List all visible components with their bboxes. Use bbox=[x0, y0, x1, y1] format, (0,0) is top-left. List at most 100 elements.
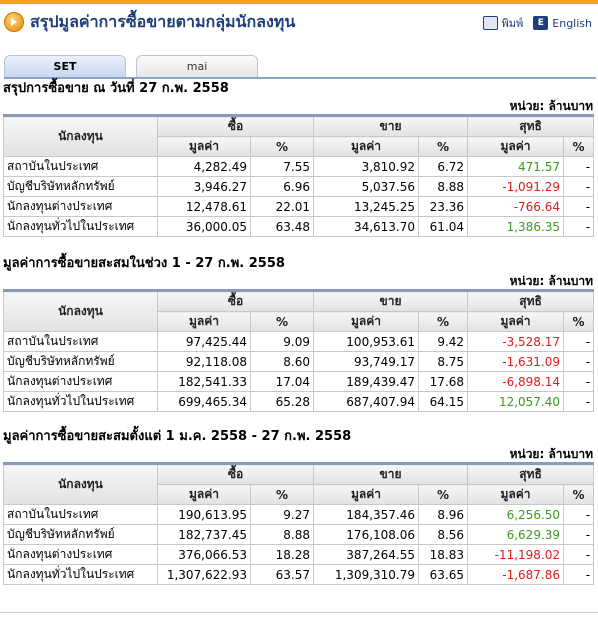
data-row: นักลงทุนทั่วไปในประเทศ 36,000.05 63.48 34,6… bbox=[3, 216, 595, 237]
subheader-row: มูลค่า% มูลค่า% มูลค่า% bbox=[4, 311, 595, 332]
buy-header: ซื้อ bbox=[156, 290, 315, 312]
investor-name: นักลงทุนทั่วไปในประเทศ bbox=[3, 391, 158, 412]
buy-value: 97,425.44 bbox=[157, 331, 251, 352]
sell-percent: 8.88 bbox=[418, 176, 469, 197]
buy-value: 376,066.53 bbox=[157, 544, 251, 565]
percent-header: % bbox=[563, 484, 595, 505]
net-percent: - bbox=[563, 524, 595, 545]
sell-header: ขาย bbox=[313, 115, 469, 137]
sell-value: 100,953.61 bbox=[313, 331, 420, 352]
data-row: นักลงทุนทั่วไปในประเทศ 699,465.34 65.28 687… bbox=[3, 391, 595, 412]
net-percent: - bbox=[563, 391, 595, 412]
investor-name: สถาบันในประเทศ bbox=[3, 331, 158, 352]
investor-name: นักลงทุนต่างประเทศ bbox=[3, 196, 158, 217]
value-header: มูลค่า bbox=[157, 311, 251, 332]
section-title: สรุปการซื้อขาย ณ วันที่ 27 ก.พ. 2558 bbox=[3, 81, 229, 96]
value-header: มูลค่า bbox=[467, 484, 565, 505]
investor-name: บัญชีบริษัทหลักทรัพย์ bbox=[3, 176, 158, 197]
net-header: สุทธิ bbox=[467, 290, 595, 312]
sell-value: 3,810.92 bbox=[313, 156, 420, 177]
header-row: นักลงทุน ซื้อ ขาย สุทธิ bbox=[3, 463, 595, 505]
percent-header: % bbox=[418, 484, 469, 505]
section-title: มูลค่าการซื้อขายสะสมในช่วง 1 - 27 ก.พ. 2… bbox=[3, 256, 285, 271]
percent-header: % bbox=[418, 311, 469, 332]
toolbar: พิมพ์ E English bbox=[473, 14, 592, 32]
data-row: สถาบันในประเทศ 190,613.95 9.27 184,357.46 8.… bbox=[3, 504, 595, 525]
percent-header: % bbox=[249, 136, 315, 157]
english-icon[interactable]: E bbox=[533, 16, 549, 30]
sell-value: 5,037.56 bbox=[313, 176, 420, 197]
bottom-line bbox=[0, 612, 598, 613]
buy-percent: 63.57 bbox=[249, 564, 315, 585]
net-value: -1,091.29 bbox=[467, 176, 565, 197]
table-body: สถาบันในประเทศ 4,282.49 7.55 3,810.92 6.72 47… bbox=[3, 156, 595, 237]
value-header: มูลค่า bbox=[313, 311, 420, 332]
investor-name: นักลงทุนต่างประเทศ bbox=[3, 371, 158, 392]
sell-percent: 8.75 bbox=[418, 351, 469, 372]
net-header: สุทธิ bbox=[467, 463, 595, 485]
investor-name: นักลงทุนทั่วไปในประเทศ bbox=[3, 216, 158, 237]
buy-value: 4,282.49 bbox=[157, 156, 251, 177]
net-value: -3,528.17 bbox=[467, 331, 565, 352]
sell-value: 687,407.94 bbox=[313, 391, 420, 412]
summary-table: นักลงทุน ซื้อ ขาย สุทธิ มูลค่า% มูลค่า% มูลค่า… bbox=[3, 289, 595, 412]
investor-name: บัญชีบริษัทหลักทรัพย์ bbox=[3, 524, 158, 545]
value-header: มูลค่า bbox=[313, 484, 420, 505]
net-value: 6,629.39 bbox=[467, 524, 565, 545]
buy-percent: 8.88 bbox=[249, 524, 315, 545]
section: มูลค่าการซื้อขายสะสมในช่วง 1 - 27 ก.พ. 2… bbox=[3, 255, 595, 412]
buy-value: 92,118.08 bbox=[157, 351, 251, 372]
unit-label: หน่วย: ล้านบาท bbox=[509, 447, 593, 461]
table-body: สถาบันในประเทศ 97,425.44 9.09 100,953.61 9.4… bbox=[3, 331, 595, 412]
investor-name: บัญชีบริษัทหลักทรัพย์ bbox=[3, 351, 158, 372]
tab-mai[interactable]: mai bbox=[136, 55, 258, 77]
net-value: -1,631.09 bbox=[467, 351, 565, 372]
sell-percent: 61.04 bbox=[418, 216, 469, 237]
net-percent: - bbox=[563, 504, 595, 525]
unit-label: หน่วย: ล้านบาท bbox=[509, 274, 593, 288]
sell-percent: 23.36 bbox=[418, 196, 469, 217]
tab-set[interactable]: SET bbox=[4, 55, 126, 77]
sell-percent: 8.96 bbox=[418, 504, 469, 525]
sell-value: 13,245.25 bbox=[313, 196, 420, 217]
data-row: สถาบันในประเทศ 4,282.49 7.55 3,810.92 6.72 47… bbox=[3, 156, 595, 177]
table-head: นักลงทุน ซื้อ ขาย สุทธิ มูลค่า% มูลค่า% มูลค่า… bbox=[3, 463, 595, 505]
sell-value: 176,108.06 bbox=[313, 524, 420, 545]
buy-value: 699,465.34 bbox=[157, 391, 251, 412]
net-percent: - bbox=[563, 196, 595, 217]
data-row: สถาบันในประเทศ 97,425.44 9.09 100,953.61 9.4… bbox=[3, 331, 595, 352]
table-head: นักลงทุน ซื้อ ขาย สุทธิ มูลค่า% มูลค่า% มูลค่า… bbox=[3, 115, 595, 157]
sell-percent: 63.65 bbox=[418, 564, 469, 585]
data-row: นักลงทุนต่างประเทศ 182,541.33 17.04 189,439… bbox=[3, 371, 595, 392]
section-title: มูลค่าการซื้อขายสะสมตั้งแต่ 1 ม.ค. 2558 … bbox=[3, 429, 352, 444]
investor-header: นักลงทุน bbox=[3, 463, 158, 505]
sell-percent: 18.83 bbox=[418, 544, 469, 565]
buy-value: 190,613.95 bbox=[157, 504, 251, 525]
print-icon[interactable] bbox=[482, 16, 498, 30]
print-link[interactable]: พิมพ์ bbox=[501, 17, 524, 30]
net-percent: - bbox=[563, 351, 595, 372]
sell-percent: 17.68 bbox=[418, 371, 469, 392]
investor-name: สถาบันในประเทศ bbox=[3, 504, 158, 525]
net-header: สุทธิ bbox=[467, 115, 595, 137]
english-link[interactable]: English bbox=[552, 16, 592, 30]
investor-name: นักลงทุนทั่วไปในประเทศ bbox=[3, 564, 158, 585]
sell-percent: 64.15 bbox=[418, 391, 469, 412]
buy-header: ซื้อ bbox=[156, 463, 315, 485]
sell-percent: 9.42 bbox=[418, 331, 469, 352]
investor-name: สถาบันในประเทศ bbox=[3, 156, 158, 177]
investor-name: นักลงทุนต่างประเทศ bbox=[3, 544, 158, 565]
data-row: บัญชีบริษัทหลักทรัพย์ 92,118.08 8.60 93,749… bbox=[3, 351, 595, 372]
section: สรุปการซื้อขาย ณ วันที่ 27 ก.พ. 2558 หน่ว… bbox=[3, 80, 595, 237]
sell-value: 34,613.70 bbox=[313, 216, 420, 237]
value-header: มูลค่า bbox=[467, 136, 565, 157]
buy-percent: 7.55 bbox=[249, 156, 315, 177]
sell-value: 1,309,310.79 bbox=[313, 564, 420, 585]
value-header: มูลค่า bbox=[157, 484, 251, 505]
buy-percent: 9.27 bbox=[249, 504, 315, 525]
net-percent: - bbox=[563, 544, 595, 565]
investor-header: นักลงทุน bbox=[3, 290, 158, 332]
percent-header: % bbox=[563, 136, 595, 157]
unit-label: หน่วย: ล้านบาท bbox=[509, 99, 593, 113]
buy-percent: 6.96 bbox=[249, 176, 315, 197]
